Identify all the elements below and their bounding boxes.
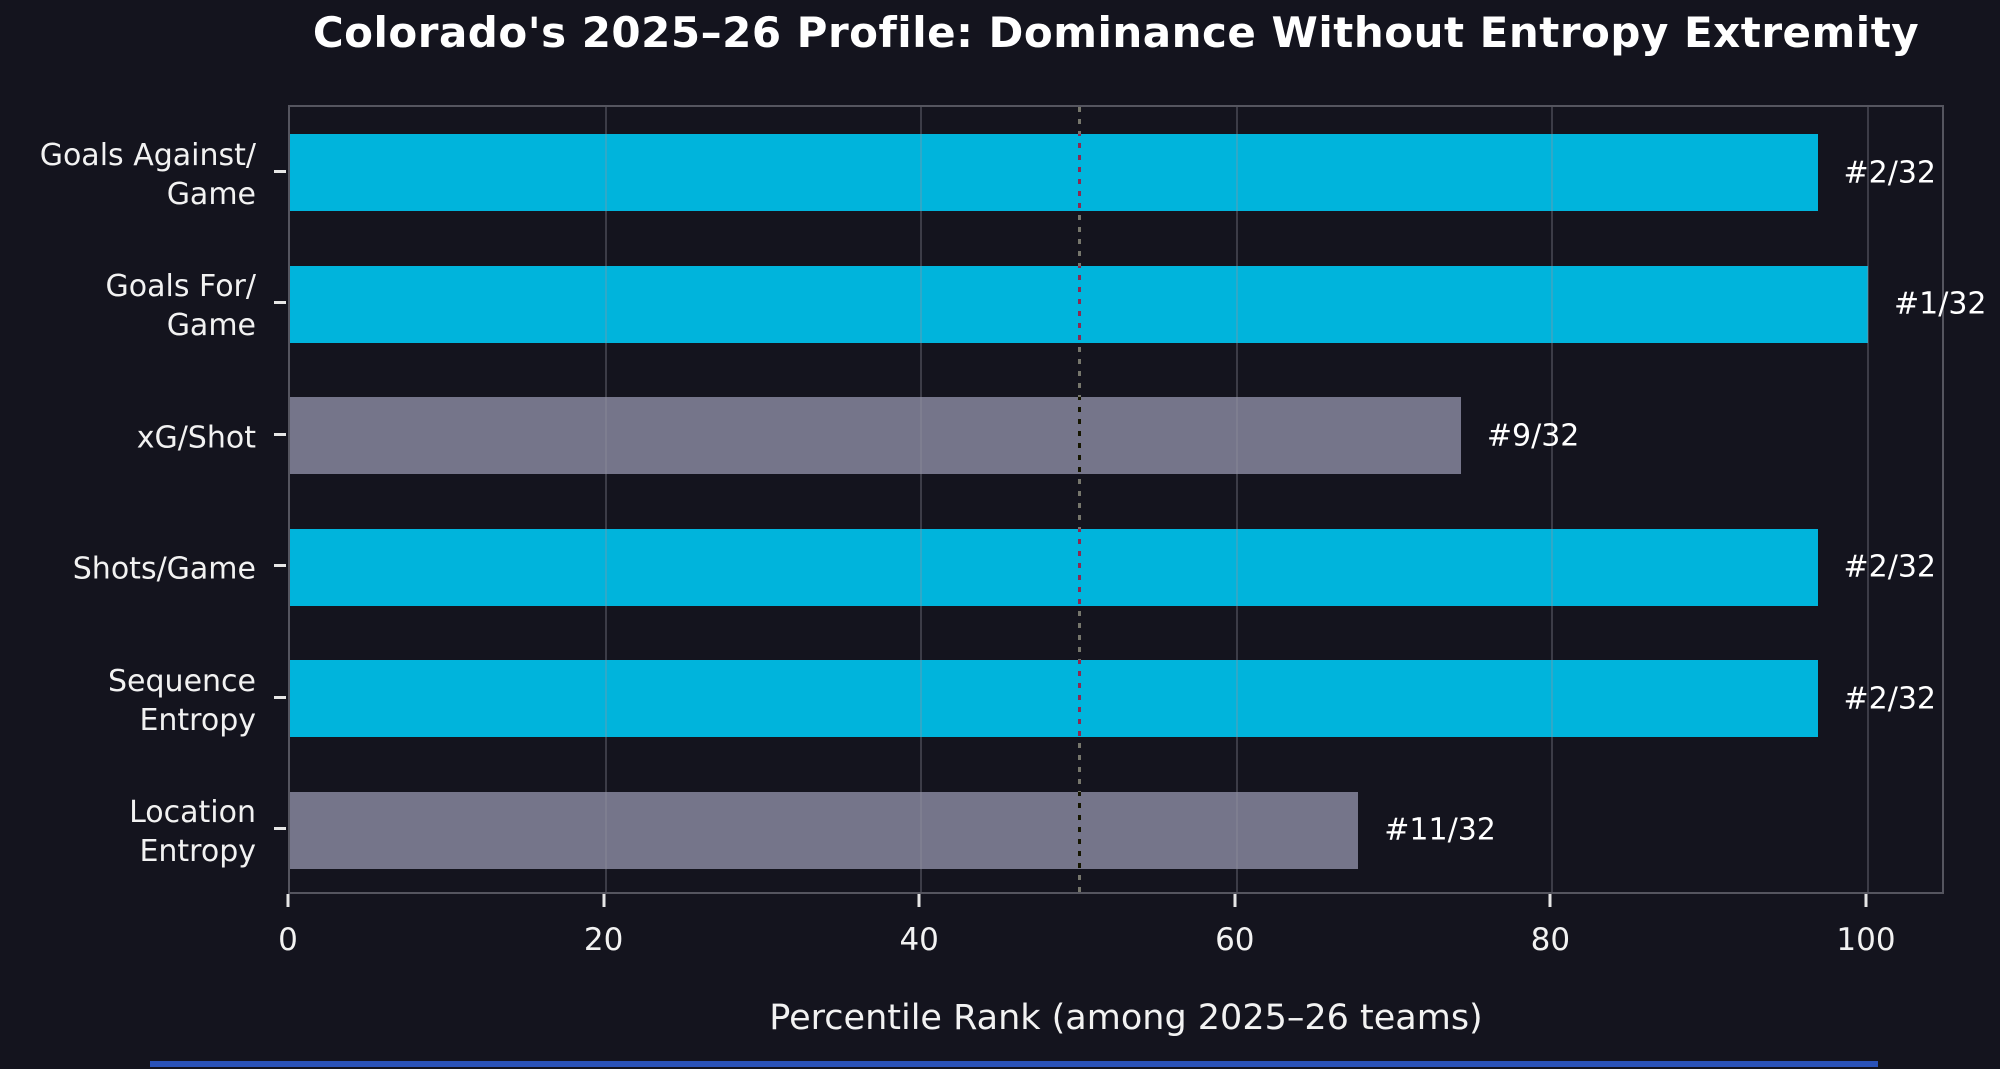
x-axis-tick bbox=[286, 894, 290, 907]
gridline bbox=[1235, 107, 1238, 892]
rank-annotation: #9/32 bbox=[1486, 418, 1580, 454]
x-axis-tick bbox=[1548, 894, 1552, 907]
y-axis-category-label: Shots/Game bbox=[72, 551, 256, 587]
rank-annotation: #2/32 bbox=[1843, 155, 1937, 191]
y-axis-category-label: Location Entropy bbox=[129, 795, 256, 870]
y-axis-tick bbox=[274, 432, 286, 436]
x-axis-tick-label: 100 bbox=[1836, 922, 1896, 958]
y-axis-category-label: Sequence Entropy bbox=[108, 663, 256, 738]
bar-location-entropy bbox=[290, 791, 1359, 869]
x-axis-tick-label: 80 bbox=[1530, 922, 1571, 958]
y-axis-category-label: Goals For/Game bbox=[105, 269, 256, 344]
rank-annotation: #11/32 bbox=[1384, 812, 1496, 848]
y-axis-category-label: Goals Against/Game bbox=[39, 137, 256, 212]
bar-xg-shot bbox=[290, 397, 1461, 475]
x-axis-tick-label: 20 bbox=[583, 922, 624, 958]
plot-area: #2/32 #1/32 #9/32 #2/32 #2/32 #11/32 bbox=[288, 105, 1987, 894]
median-reference-line bbox=[1078, 107, 1081, 892]
bar-shots-game bbox=[290, 528, 1818, 606]
y-axis-tick bbox=[274, 564, 286, 568]
chart-title: Colorado's 2025–26 Profile: Dominance Wi… bbox=[312, 8, 1920, 57]
y-axis-category-label: xG/Shot bbox=[136, 420, 256, 456]
x-axis-title: Percentile Rank (among 2025–26 teams) bbox=[769, 998, 1483, 1038]
x-axis-tick bbox=[1864, 894, 1868, 907]
gridline bbox=[920, 107, 923, 892]
x-axis-tick-label: 40 bbox=[899, 922, 939, 958]
y-axis-tick bbox=[274, 827, 286, 831]
x-axis-tick-label: 0 bbox=[278, 922, 298, 958]
gridline bbox=[1551, 107, 1554, 892]
x-axis-tick bbox=[1233, 894, 1237, 907]
x-axis-tick-label: 60 bbox=[1215, 922, 1255, 958]
y-axis-tick bbox=[274, 301, 286, 305]
rank-annotation: #2/32 bbox=[1843, 681, 1937, 717]
x-axis-tick bbox=[602, 894, 606, 907]
y-axis-tick bbox=[274, 169, 286, 173]
gridline bbox=[1867, 107, 1869, 892]
bar-sequence-entropy bbox=[290, 660, 1818, 738]
y-axis-tick bbox=[274, 695, 286, 699]
rank-annotation: #2/32 bbox=[1843, 549, 1937, 585]
gridline bbox=[604, 107, 607, 892]
bar-goals-against-game bbox=[290, 134, 1818, 212]
x-axis-tick bbox=[917, 894, 921, 907]
rank-annotation: #1/32 bbox=[1894, 286, 1987, 322]
bottom-accent-strip bbox=[150, 1061, 1878, 1067]
